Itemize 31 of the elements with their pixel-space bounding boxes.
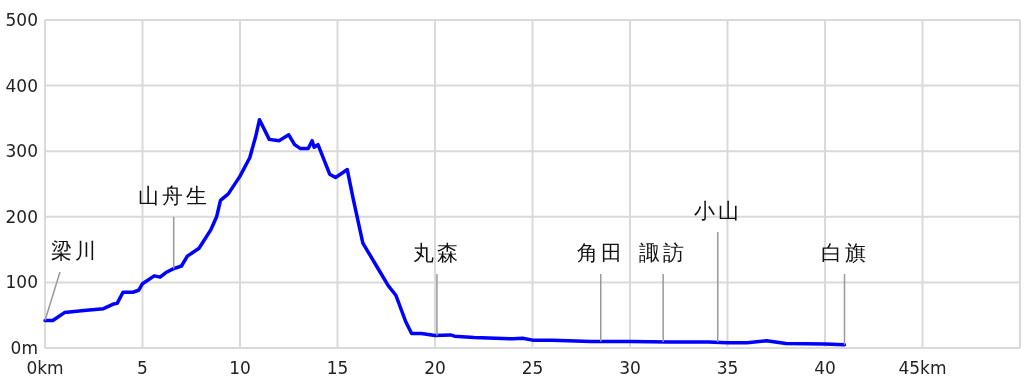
y-tick-label: 200 (5, 206, 38, 227)
annotation: 白旗 (820, 241, 869, 265)
y-tick-label: 400 (5, 75, 38, 96)
y-tick-label: 300 (5, 141, 38, 162)
x-tick-label: 10 (229, 358, 251, 378)
x-tick-label: 45km (898, 358, 947, 378)
annotation: 角田 (576, 241, 625, 343)
x-tick-label: 20 (424, 358, 446, 378)
line-series (43, 117, 847, 347)
x-tick-label: 35 (716, 358, 739, 378)
annotation: 小山 (693, 199, 742, 223)
x-tick-label: 15 (326, 358, 349, 378)
annotation: 山舟生 (137, 184, 210, 270)
x-tick-label: 5 (137, 358, 148, 378)
x-tick-label: 0km (26, 358, 64, 378)
annotation: 白旗 (820, 241, 869, 346)
x-tick-label: 25 (521, 358, 544, 378)
annotation: 角田 (576, 241, 625, 265)
annotation: 諏訪 (639, 241, 688, 265)
annotation: 諏訪 (639, 241, 688, 343)
annotation: 梁川 (44, 239, 99, 322)
annotation: 丸森 (412, 241, 461, 337)
y-tick-label: 100 (5, 272, 38, 293)
y-tick-label: 500 (5, 10, 38, 30)
annotation: 梁川 (51, 239, 99, 263)
y-tick-label: 0m (10, 338, 38, 358)
x-tick-label: 40 (814, 358, 836, 378)
annotation: 小山 (693, 199, 742, 343)
annotation: 山舟生 (137, 184, 210, 208)
annotation: 丸森 (412, 241, 461, 265)
x-tick-label: 30 (619, 358, 641, 378)
